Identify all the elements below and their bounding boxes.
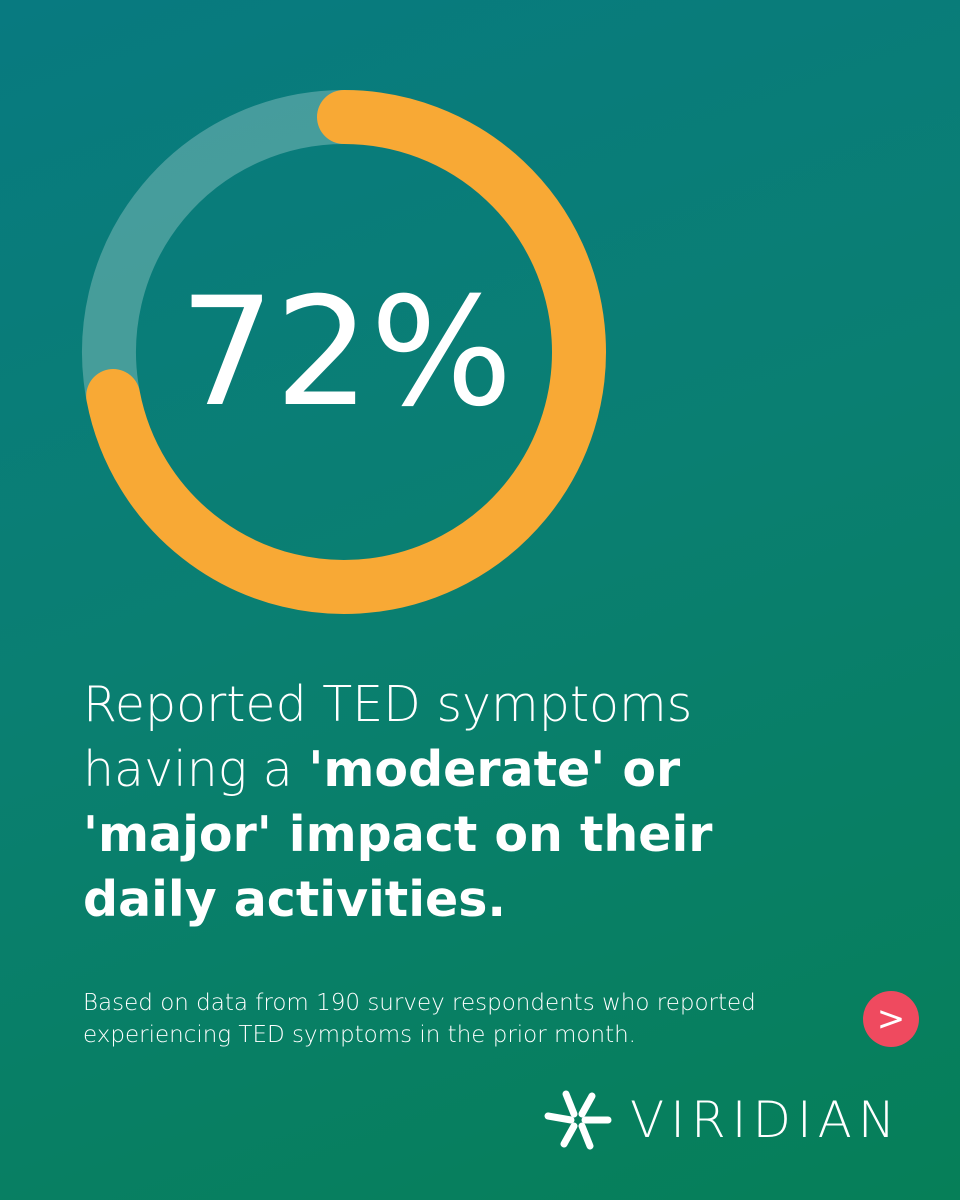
logo-text: VIRIDIAN: [630, 1091, 902, 1149]
headline-text: 'moderate' or: [308, 741, 681, 798]
headline-text: Reported TED symptoms: [83, 676, 693, 733]
headline-text: having a: [83, 741, 309, 798]
next-button[interactable]: >: [863, 991, 919, 1047]
footnote: Based on data from 190 survey respondent…: [83, 987, 756, 1051]
donut-chart: 72%: [82, 90, 606, 614]
logo-icon: [544, 1090, 612, 1150]
headline-text: 'major' impact on their: [83, 806, 713, 863]
value-label: 72%: [179, 266, 512, 440]
donut-segment: [82, 90, 345, 402]
headline: Reported TED symptoms having a 'moderate'…: [83, 672, 903, 932]
headline-line: Reported TED symptoms: [83, 672, 903, 737]
footnote-line: Based on data from 190 survey respondent…: [83, 990, 756, 1016]
headline-line: having a 'moderate' or: [83, 737, 903, 802]
footnote-line: experiencing TED symptoms in the prior m…: [83, 1022, 636, 1048]
headline-line: daily activities.: [83, 867, 903, 932]
headline-line: 'major' impact on their: [83, 802, 903, 867]
donut-segment: [86, 90, 606, 614]
headline-text: daily activities.: [83, 871, 507, 928]
